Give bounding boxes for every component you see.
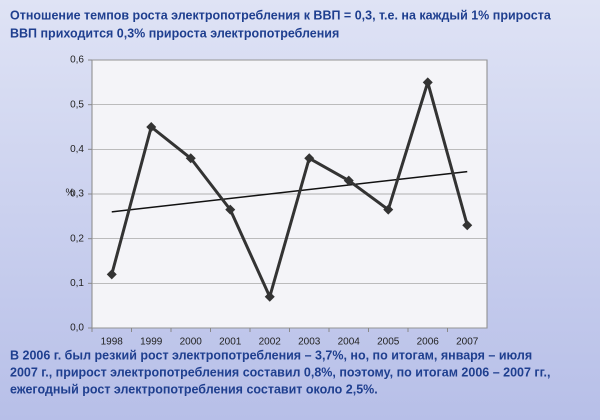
data-marker [225, 204, 236, 215]
y-tick-label: 0,4 [70, 144, 84, 155]
y-tick-label: 0,3 [70, 189, 84, 200]
x-tick-label: 2005 [377, 337, 400, 348]
y-axis-label: % [66, 188, 75, 199]
x-tick-label: 2007 [456, 337, 479, 348]
x-tick-label: 2004 [338, 337, 361, 348]
data-marker [106, 269, 117, 280]
note-line: В 2006 г. был резкий рост электропотребл… [10, 348, 532, 362]
y-tick-label: 0,6 [70, 55, 84, 66]
y-tick-label: 0,0 [70, 323, 84, 334]
data-marker [422, 77, 433, 88]
data-marker [304, 153, 315, 164]
title-line: ВВП приходится 0,3% прироста электропотр… [10, 26, 339, 40]
data-marker [343, 175, 354, 186]
y-tick-label: 0,5 [70, 99, 84, 110]
x-tick-label: 2000 [180, 337, 203, 348]
x-tick-label: 2003 [298, 337, 321, 348]
x-tick-label: 2006 [417, 337, 440, 348]
title-line: Отношение темпов роста электропотреблени… [10, 8, 552, 22]
y-tick-label: 0,2 [70, 233, 84, 244]
trend-line [111, 170, 468, 213]
x-tick-label: 2002 [259, 337, 282, 348]
data-marker [264, 291, 275, 302]
data-marker [383, 204, 394, 215]
x-tick-label: 1999 [140, 337, 163, 348]
y-tick-label: 0,1 [70, 278, 84, 289]
data-marker [185, 153, 196, 164]
data-line [110, 80, 469, 299]
data-marker [146, 122, 157, 132]
note-line: 2007 г., прирост электропотребления сост… [10, 365, 551, 379]
data-marker [462, 220, 473, 231]
x-tick-label: 1998 [101, 337, 124, 348]
note-line: ежегодный рост электропотребления состав… [10, 382, 378, 396]
x-tick-label: 2001 [219, 337, 242, 348]
